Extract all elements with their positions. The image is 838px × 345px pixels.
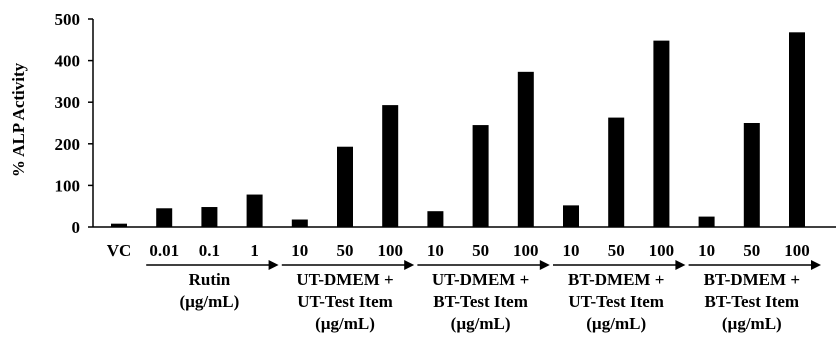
group-label-line: BT-DMEM + — [568, 270, 664, 289]
y-tick-label: 0 — [72, 218, 81, 237]
x-tick-label: 1 — [250, 241, 259, 260]
y-axis: 0 100 200 300 400 500 — [55, 10, 94, 237]
group-arrow-head — [675, 260, 686, 270]
group-label-line: (µg/mL) — [722, 314, 782, 333]
y-tick-label: 100 — [55, 176, 81, 195]
group-label-line: UT-DMEM + — [432, 270, 529, 289]
x-tick-label: 10 — [563, 241, 580, 260]
group-label-line: (µg/mL) — [451, 314, 511, 333]
bar — [156, 208, 173, 227]
bar — [382, 105, 399, 227]
group-label-line: BT-Test Item — [433, 292, 528, 311]
group-label-line: UT-DMEM + — [296, 270, 393, 289]
y-tick-label: 200 — [55, 135, 81, 154]
group-label-line: BT-DMEM + — [704, 270, 800, 289]
group-arrow-head — [539, 260, 550, 270]
bar — [743, 123, 760, 227]
bar — [111, 223, 127, 227]
bar — [427, 211, 444, 227]
bar — [563, 205, 579, 227]
bar — [608, 117, 625, 227]
x-tick-label: 10 — [427, 241, 444, 260]
y-tick-label: 500 — [55, 10, 81, 29]
x-tick-label: 50 — [608, 241, 625, 260]
x-tick-label: 50 — [743, 241, 760, 260]
x-axis: VC 0.01 0.1 1 10 50 100 10 50 100 10 50 100 10 50 100 — [93, 226, 836, 260]
y-tick-label: 400 — [55, 52, 81, 71]
group-arrow-head — [268, 260, 279, 270]
x-tick-label: 0.1 — [199, 241, 220, 260]
group-label-line: (µg/mL) — [315, 314, 375, 333]
bar — [291, 219, 308, 227]
x-tick-label: 50 — [472, 241, 489, 260]
group-label-line: (µg/mL) — [586, 314, 646, 333]
group-label-line: UT-Test Item — [297, 292, 393, 311]
bar — [653, 40, 670, 227]
group-labels: Rutin (µg/mL) UT-DMEM + UT-Test Item (µg/mL)… — [146, 260, 821, 333]
bars — [111, 32, 805, 228]
y-tick-label: 300 — [55, 93, 81, 112]
x-tick-label: 10 — [291, 241, 308, 260]
x-tick-label: 10 — [698, 241, 715, 260]
x-tick-label: 50 — [337, 241, 354, 260]
bar — [472, 125, 489, 227]
x-tick-label: VC — [107, 241, 132, 260]
group-label-line: UT-Test Item — [568, 292, 664, 311]
group-label-line: Rutin — [189, 270, 231, 289]
x-tick-label: 0.01 — [149, 241, 179, 260]
x-tick-label: 100 — [513, 241, 539, 260]
x-tick-label: 100 — [649, 241, 675, 260]
group-arrow-head — [811, 260, 821, 270]
group-label-line: (µg/mL) — [179, 292, 239, 311]
bar — [517, 71, 534, 227]
x-tick-label: 100 — [377, 241, 403, 260]
y-axis-label: % ALP Activity — [9, 62, 28, 177]
x-tick-label: 100 — [784, 241, 810, 260]
bar — [337, 146, 353, 227]
bar — [201, 207, 218, 227]
bar — [789, 32, 805, 228]
bar — [246, 194, 263, 227]
group-label-line: BT-Test Item — [704, 292, 799, 311]
group-arrow-head — [404, 260, 415, 270]
bar — [698, 216, 715, 227]
